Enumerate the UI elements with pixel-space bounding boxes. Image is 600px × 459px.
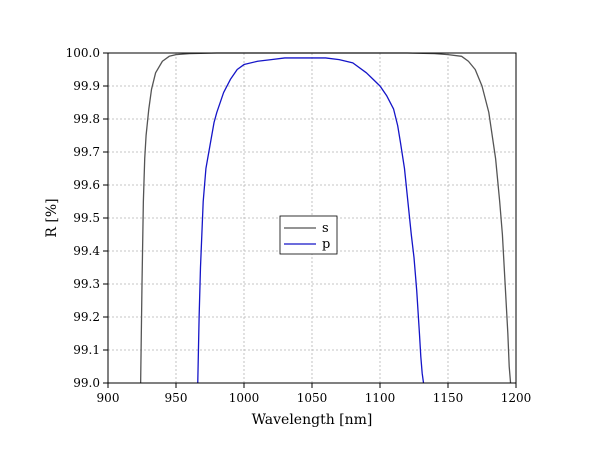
- y-axis-title: R [%]: [44, 198, 60, 237]
- y-tick-label: 99.7: [73, 145, 100, 159]
- x-tick-label: 950: [165, 391, 188, 405]
- y-tick-label: 99.6: [73, 178, 100, 192]
- y-tick-label: 99.2: [73, 310, 100, 324]
- legend-label-p: p: [322, 237, 330, 252]
- y-tick-label: 100.0: [66, 46, 100, 60]
- y-tick-label: 99.3: [73, 277, 100, 291]
- y-tick-labels: 99.0 99.1 99.2 99.3 99.4 99.5 99.6 99.7 99.8 99.9…: [66, 46, 101, 390]
- x-tick-labels: 900 950 1000 1050 1100 1150 1200: [97, 391, 532, 405]
- y-tick-label: 99.4: [73, 244, 100, 258]
- x-tick-label: 1200: [501, 391, 532, 405]
- legend: s p: [279, 215, 338, 255]
- legend-box: [279, 215, 338, 255]
- legend-label-s: s: [322, 221, 329, 236]
- x-tick-label: 1100: [365, 391, 396, 405]
- axis-ticks: [103, 52, 517, 388]
- x-tick-label: 1050: [297, 391, 328, 405]
- x-tick-label: 1000: [229, 391, 260, 405]
- x-tick-label: 900: [97, 391, 120, 405]
- x-axis-title: Wavelength [nm]: [252, 412, 373, 428]
- x-tick-label: 1150: [433, 391, 464, 405]
- series-line-p: [197, 57, 425, 384]
- y-tick-label: 99.8: [73, 112, 100, 126]
- y-tick-label: 99.9: [73, 79, 100, 93]
- y-tick-label: 99.0: [73, 376, 100, 390]
- y-tick-label: 99.1: [73, 343, 100, 357]
- y-tick-label: 99.5: [73, 211, 100, 225]
